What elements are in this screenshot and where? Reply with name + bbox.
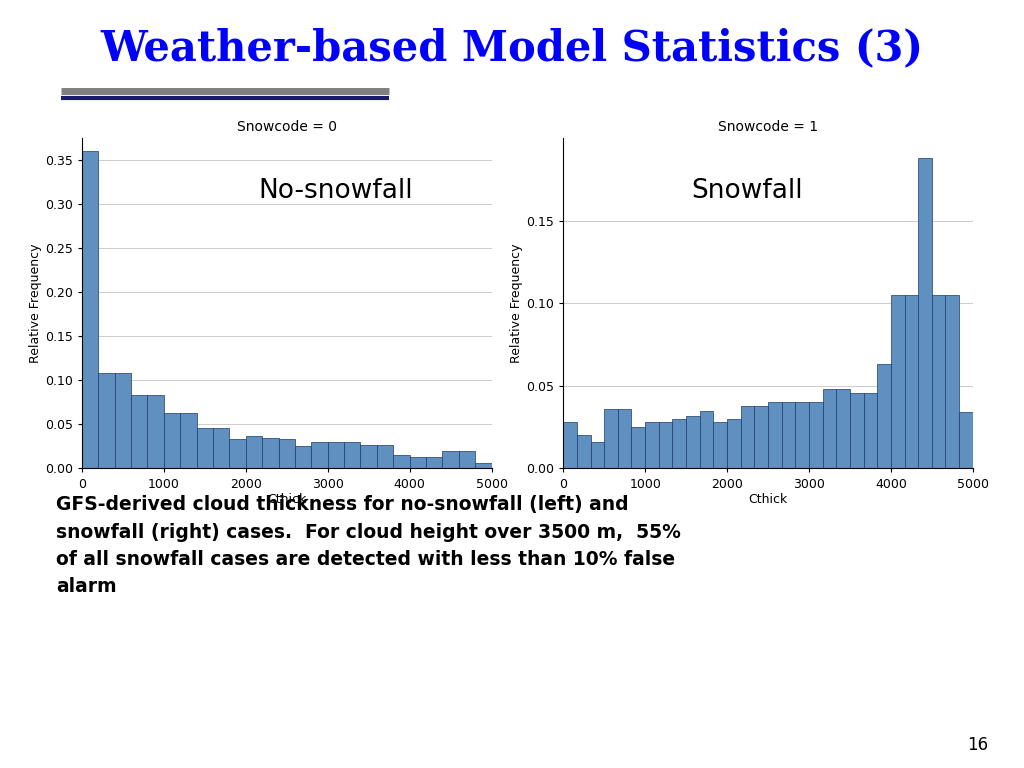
Bar xyxy=(632,427,645,468)
Bar xyxy=(617,409,632,468)
Bar xyxy=(377,445,393,468)
Text: 16: 16 xyxy=(967,737,988,754)
Bar xyxy=(246,436,262,468)
Bar xyxy=(959,412,973,468)
Bar xyxy=(131,395,147,468)
Bar xyxy=(945,295,959,468)
Bar xyxy=(878,365,891,468)
Bar xyxy=(809,402,822,468)
Y-axis label: Relative Frequency: Relative Frequency xyxy=(510,243,523,363)
Bar xyxy=(768,402,781,468)
Bar xyxy=(213,428,229,468)
Bar xyxy=(459,451,475,468)
Y-axis label: Relative Frequency: Relative Frequency xyxy=(29,243,42,363)
Bar xyxy=(837,389,850,468)
Bar xyxy=(714,422,727,468)
Bar xyxy=(673,419,686,468)
Bar xyxy=(426,457,442,468)
Bar xyxy=(591,442,604,468)
Bar xyxy=(229,439,246,468)
Bar xyxy=(442,451,459,468)
Title: Snowcode = 1: Snowcode = 1 xyxy=(718,121,818,134)
Bar xyxy=(410,457,426,468)
Title: Snowcode = 0: Snowcode = 0 xyxy=(237,121,337,134)
Bar xyxy=(863,392,878,468)
Text: Snowfall: Snowfall xyxy=(691,178,804,204)
Bar xyxy=(919,158,932,468)
Bar xyxy=(781,402,796,468)
Bar xyxy=(393,455,410,468)
Bar xyxy=(577,435,591,468)
Bar xyxy=(115,373,131,468)
Bar xyxy=(328,442,344,468)
Bar xyxy=(658,422,673,468)
Bar xyxy=(822,389,837,468)
Bar xyxy=(796,402,809,468)
Bar xyxy=(197,428,213,468)
X-axis label: Cthick: Cthick xyxy=(267,493,306,506)
Bar xyxy=(891,295,904,468)
Bar xyxy=(563,422,577,468)
Bar xyxy=(645,422,658,468)
Bar xyxy=(755,406,768,468)
Bar xyxy=(279,439,295,468)
Bar xyxy=(164,413,180,468)
Bar xyxy=(475,463,492,468)
Bar xyxy=(932,295,945,468)
Bar xyxy=(904,295,919,468)
Bar xyxy=(311,442,328,468)
Bar xyxy=(147,395,164,468)
Bar xyxy=(360,445,377,468)
Bar xyxy=(686,415,699,468)
Bar xyxy=(699,411,714,468)
Text: Weather-based Model Statistics (3): Weather-based Model Statistics (3) xyxy=(100,27,924,69)
Bar xyxy=(98,373,115,468)
Bar xyxy=(604,409,617,468)
Bar xyxy=(262,438,279,468)
Bar xyxy=(295,446,311,468)
Text: No-snowfall: No-snowfall xyxy=(258,178,414,204)
X-axis label: Cthick: Cthick xyxy=(749,493,787,506)
Bar xyxy=(727,419,740,468)
Bar xyxy=(82,151,98,468)
Bar xyxy=(850,392,863,468)
Text: GFS-derived cloud thickness for no-snowfall (left) and
snowfall (right) cases.  : GFS-derived cloud thickness for no-snowf… xyxy=(56,495,681,596)
Bar xyxy=(344,442,360,468)
Bar xyxy=(740,406,755,468)
Bar xyxy=(180,413,197,468)
